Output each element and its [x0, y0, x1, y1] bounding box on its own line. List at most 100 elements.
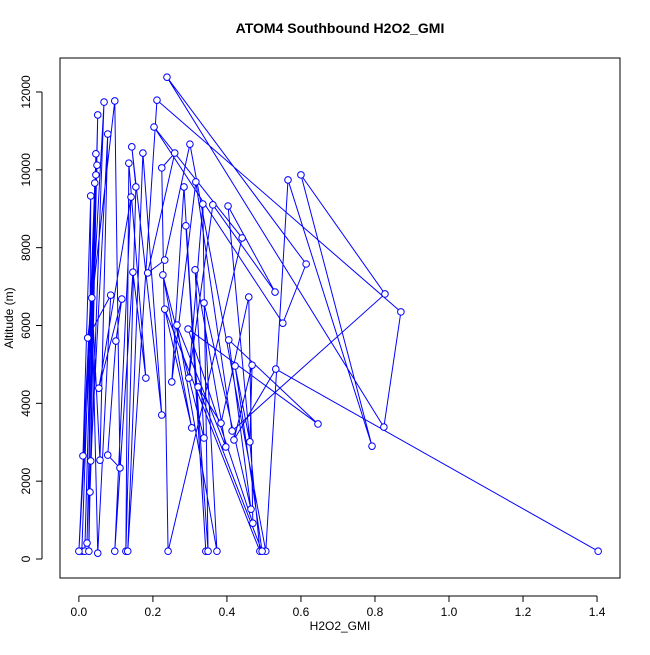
data-point [100, 98, 108, 106]
data-point [194, 383, 202, 391]
data-point [224, 336, 233, 344]
data-point [246, 438, 254, 446]
data-point [116, 464, 124, 472]
y-tick-label: 2000 [19, 467, 33, 494]
data-point [192, 178, 200, 186]
data-point [204, 547, 212, 556]
data-point [368, 442, 376, 450]
data-point [123, 547, 132, 556]
data-point [142, 374, 150, 382]
data-point [153, 96, 161, 104]
data-point [167, 378, 176, 386]
data-point [110, 547, 119, 556]
data-point [297, 171, 305, 179]
data-point [157, 411, 166, 419]
y-tick-label: 8000 [19, 234, 33, 261]
data-point [132, 183, 140, 191]
data-point [163, 73, 171, 81]
data-point [93, 161, 101, 169]
data-point [95, 384, 103, 392]
data-point [92, 150, 100, 158]
data-point [381, 290, 389, 298]
data-point [85, 547, 93, 556]
data-point [127, 193, 135, 201]
data-point [228, 427, 236, 435]
data-point [79, 452, 87, 460]
data-point [186, 140, 194, 148]
data-point [157, 164, 166, 172]
data-point [103, 451, 112, 459]
data-point [209, 201, 217, 209]
data-point [230, 436, 238, 444]
data-point [83, 334, 92, 342]
data-point [103, 130, 112, 138]
data-point [302, 260, 310, 268]
data-point [160, 305, 169, 313]
y-tick-label: 0 [19, 555, 33, 562]
x-tick-label: 0.8 [367, 605, 384, 619]
data-point [93, 111, 102, 119]
data-point [314, 420, 322, 428]
data-point [143, 269, 152, 277]
data-point [185, 374, 193, 382]
chart-title: ATOM4 Southbound H2O2_GMI [236, 20, 445, 36]
data-point [200, 434, 208, 442]
data-point [150, 123, 158, 131]
data-point [258, 547, 266, 556]
data-point [75, 547, 83, 556]
data-point [271, 288, 279, 296]
data-point [86, 192, 95, 200]
plot-frame [59, 57, 621, 579]
y-tick-label: 6000 [19, 312, 33, 339]
data-point [170, 149, 179, 157]
data-point [160, 256, 169, 264]
data-point [93, 549, 102, 557]
y-tick-label: 4000 [19, 390, 33, 417]
data-line [78, 76, 599, 554]
x-tick-label: 1.2 [515, 605, 532, 619]
data-point [222, 443, 230, 451]
data-point [125, 159, 133, 167]
data-point [248, 361, 256, 369]
data-point [284, 176, 292, 184]
data-point [128, 143, 136, 151]
data-point [92, 171, 100, 179]
x-tick-label: 0.0 [71, 605, 88, 619]
data-point [139, 149, 147, 157]
data-point [184, 325, 192, 333]
data-point [129, 268, 137, 276]
data-point [594, 547, 602, 556]
data-point [90, 179, 99, 187]
data-point [213, 547, 221, 556]
data-point [173, 321, 181, 329]
data-point [244, 293, 253, 301]
data-point [247, 505, 255, 513]
y-tick-label: 12000 [19, 75, 33, 109]
data-point [199, 200, 207, 208]
data-point [187, 424, 196, 432]
data-point [200, 299, 208, 307]
data-point [86, 457, 95, 465]
x-axis-label: H2O2_GMI [310, 619, 371, 633]
data-point [231, 362, 239, 370]
data-point [180, 183, 188, 191]
data-point [112, 337, 120, 345]
y-tick-label: 10000 [19, 153, 33, 187]
data-point [96, 456, 104, 464]
data-point [110, 97, 119, 105]
x-tick-label: 1.0 [441, 605, 458, 619]
data-point [106, 291, 115, 299]
x-tick-label: 0.6 [293, 605, 310, 619]
data-point [249, 519, 257, 528]
data-point [279, 319, 287, 327]
data-point [397, 308, 405, 316]
y-axis-label: Altitude (m) [2, 287, 16, 348]
data-point [191, 266, 199, 274]
data-point [380, 423, 388, 431]
data-point [83, 539, 91, 547]
data-point [86, 488, 94, 496]
x-tick-label: 0.4 [219, 605, 236, 619]
data-point [238, 234, 246, 242]
